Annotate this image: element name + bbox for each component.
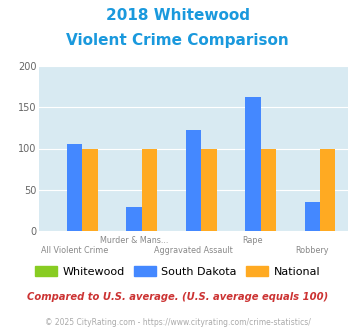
Bar: [67, 144, 82, 231]
Bar: [186, 130, 201, 231]
Bar: [320, 148, 335, 231]
Text: Rape: Rape: [242, 236, 263, 245]
Text: © 2025 CityRating.com - https://www.cityrating.com/crime-statistics/: © 2025 CityRating.com - https://www.city…: [45, 318, 310, 327]
Bar: [245, 96, 261, 231]
Text: Murder & Mans...: Murder & Mans...: [100, 236, 168, 245]
Bar: [126, 207, 142, 231]
Bar: [82, 148, 98, 231]
Text: Violent Crime Comparison: Violent Crime Comparison: [66, 33, 289, 48]
Bar: [201, 148, 217, 231]
Text: Compared to U.S. average. (U.S. average equals 100): Compared to U.S. average. (U.S. average …: [27, 292, 328, 302]
Bar: [142, 148, 157, 231]
Text: 2018 Whitewood: 2018 Whitewood: [105, 8, 250, 23]
Bar: [261, 148, 276, 231]
Legend: Whitewood, South Dakota, National: Whitewood, South Dakota, National: [30, 261, 325, 281]
Bar: [305, 202, 320, 231]
Text: Aggravated Assault: Aggravated Assault: [154, 246, 233, 255]
Text: Robbery: Robbery: [295, 246, 329, 255]
Text: All Violent Crime: All Violent Crime: [41, 246, 108, 255]
